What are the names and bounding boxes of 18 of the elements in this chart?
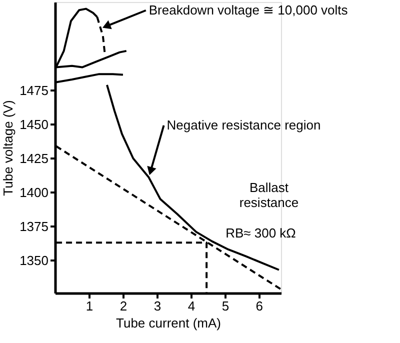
annotation: Ballast resistance [239,180,299,210]
y-axis-title: Tube voltage (V) [0,100,16,196]
y-tick-label: 1375 [20,218,48,234]
y-tick-label: 1475 [20,82,48,98]
x-tick-label: 4 [188,298,196,314]
x-tick-label: 1 [86,298,94,314]
annotation: Breakdown voltage ≅ 10,000 volts [148,2,348,18]
x-axis-title: Tube current (mA) [116,316,221,330]
y-tick-label: 1450 [20,116,48,132]
y-tick-label: 1350 [20,252,48,268]
annotation: RB≈ 300 kΩ [226,226,296,241]
x-tick-label: 3 [154,298,162,314]
y-tick-label: 1425 [20,150,48,166]
y-tick-label: 1400 [20,184,48,200]
x-tick-label: 2 [120,298,128,314]
x-tick-label: 5 [222,298,230,314]
x-tick-label: 6 [256,298,264,314]
annotation: Negative resistance region [166,117,321,132]
